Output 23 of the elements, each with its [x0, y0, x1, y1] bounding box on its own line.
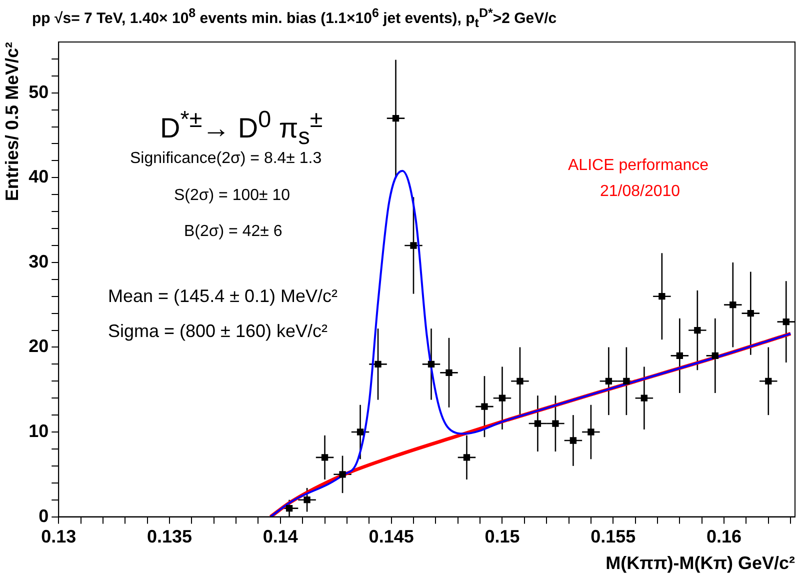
- annotation: B(2σ) = 42± 6: [184, 223, 282, 241]
- y-tick-label: 30: [28, 251, 49, 272]
- y-tick-label: 50: [28, 82, 49, 102]
- x-tick-label: 0.15: [484, 526, 520, 547]
- annotation: Sigma = (800 ± 160) keV/c²: [108, 321, 328, 342]
- annotation: ALICE performance: [568, 157, 709, 175]
- annotation: S(2σ) = 100± 10: [174, 187, 290, 205]
- y-axis-title: Entries/ 0.5 MeV/c²: [2, 42, 22, 202]
- x-tick-label: 0.16: [706, 526, 742, 547]
- x-tick-label: 0.14: [262, 526, 298, 547]
- annotation: Mean = (145.4 ± 0.1) MeV/c²: [108, 286, 338, 307]
- x-tick-label: 0.135: [147, 526, 192, 547]
- y-tick-label: 10: [28, 420, 49, 441]
- chart-title: pp √s= 7 TeV, 1.40× 10$^{8}$ events min. bias (1.1×10$^{6}$ jet events), p$_{t}$$^{D*}$>2 GeV/c: [32, 6, 557, 30]
- x-axis-title: M(Kππ)-M(Kπ) GeV/c²: [606, 553, 796, 574]
- annotation: Significance(2σ) = 8.4± 1.3: [130, 150, 322, 168]
- y-tick-label: 0: [38, 506, 49, 526]
- y-tick-label: 40: [28, 166, 49, 187]
- annotation: 21/08/2010: [600, 183, 680, 201]
- x-tick-label: 0.155: [590, 526, 636, 547]
- x-tick-label: 0.145: [368, 526, 414, 547]
- y-tick-label: 20: [28, 336, 49, 356]
- x-tick-label: 0.13: [41, 526, 76, 547]
